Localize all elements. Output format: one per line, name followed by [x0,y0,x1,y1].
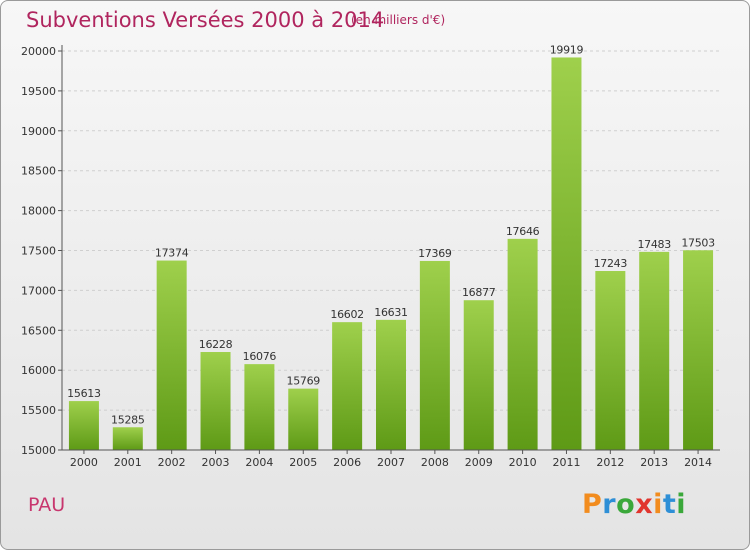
x-tick-label: 2012 [596,456,624,469]
x-tick-label: 2008 [421,456,449,469]
logo-letter: o [616,489,636,520]
x-tick-label: 2003 [202,456,230,469]
y-tick-label: 20000 [21,45,56,58]
data-label: 16602 [330,308,364,321]
bar [68,401,99,450]
x-tick-label: 2009 [465,456,493,469]
x-tick-label: 2013 [640,456,668,469]
y-tick-label: 19500 [21,85,56,98]
data-label: 17243 [594,257,628,270]
x-tick-label: 2014 [684,456,712,469]
bar [551,57,582,450]
data-label: 16631 [374,306,408,319]
proxiti-logo: Proxiti [582,489,686,520]
bar [376,319,406,450]
bar [332,322,363,450]
bar [200,352,231,450]
logo-letter: i [653,489,663,520]
y-tick-label: 15000 [21,444,56,457]
data-label: 17483 [637,238,671,251]
data-label: 15769 [287,375,321,388]
x-tick-label: 2007 [377,456,405,469]
x-tick-label: 2000 [70,456,98,469]
bar [463,300,494,450]
data-label: 15285 [111,413,145,426]
data-label: 17503 [681,236,715,249]
data-label: 16877 [462,286,496,299]
bar [639,251,670,450]
y-tick-label: 16500 [21,324,56,337]
data-label: 16228 [199,338,233,351]
y-tick-label: 17000 [21,284,56,297]
x-tick-label: 2001 [114,456,142,469]
data-label: 17369 [418,247,452,260]
x-tick-label: 2005 [289,456,317,469]
logo-letter: P [582,489,603,520]
bar [112,427,143,450]
logo-letter: r [602,489,617,520]
bar [595,271,626,450]
data-label: 19919 [550,43,584,56]
axes: 15000 15500 16000 16500 17000 17500 18000 18500… [21,45,720,469]
bar [156,260,187,450]
y-tick-label: 19000 [21,125,56,138]
y-tick-label: 15500 [21,404,56,417]
logo-letter: x [635,489,654,520]
x-tick-label: 2006 [333,456,361,469]
bar [683,250,714,450]
x-tick-label: 2004 [245,456,273,469]
bar [507,238,538,450]
logo-letter: i [676,489,687,520]
data-label: 16076 [243,350,277,363]
bars: 15613 15285 17374 16228 16076 15769 16602 16631… [67,43,715,450]
data-label: 17374 [155,247,189,260]
logo-letter: t [662,489,677,520]
chart-subtitle: (en milliers d'€) [351,13,446,27]
y-tick-label: 17500 [21,245,56,258]
y-tick-label: 18000 [21,205,56,218]
chart-title: Subventions Versées 2000 à 2014 [26,8,385,32]
bar [288,388,319,450]
bar [244,364,275,450]
x-tick-label: 2010 [509,456,537,469]
bar [419,260,450,450]
x-tick-label: 2002 [158,456,186,469]
x-tick-label: 2011 [552,456,580,469]
y-tick-label: 16000 [21,364,56,377]
y-tick-label: 18500 [21,165,56,178]
data-label: 15613 [67,387,101,400]
data-label: 17646 [506,225,540,238]
commune-name: PAU [28,494,66,516]
